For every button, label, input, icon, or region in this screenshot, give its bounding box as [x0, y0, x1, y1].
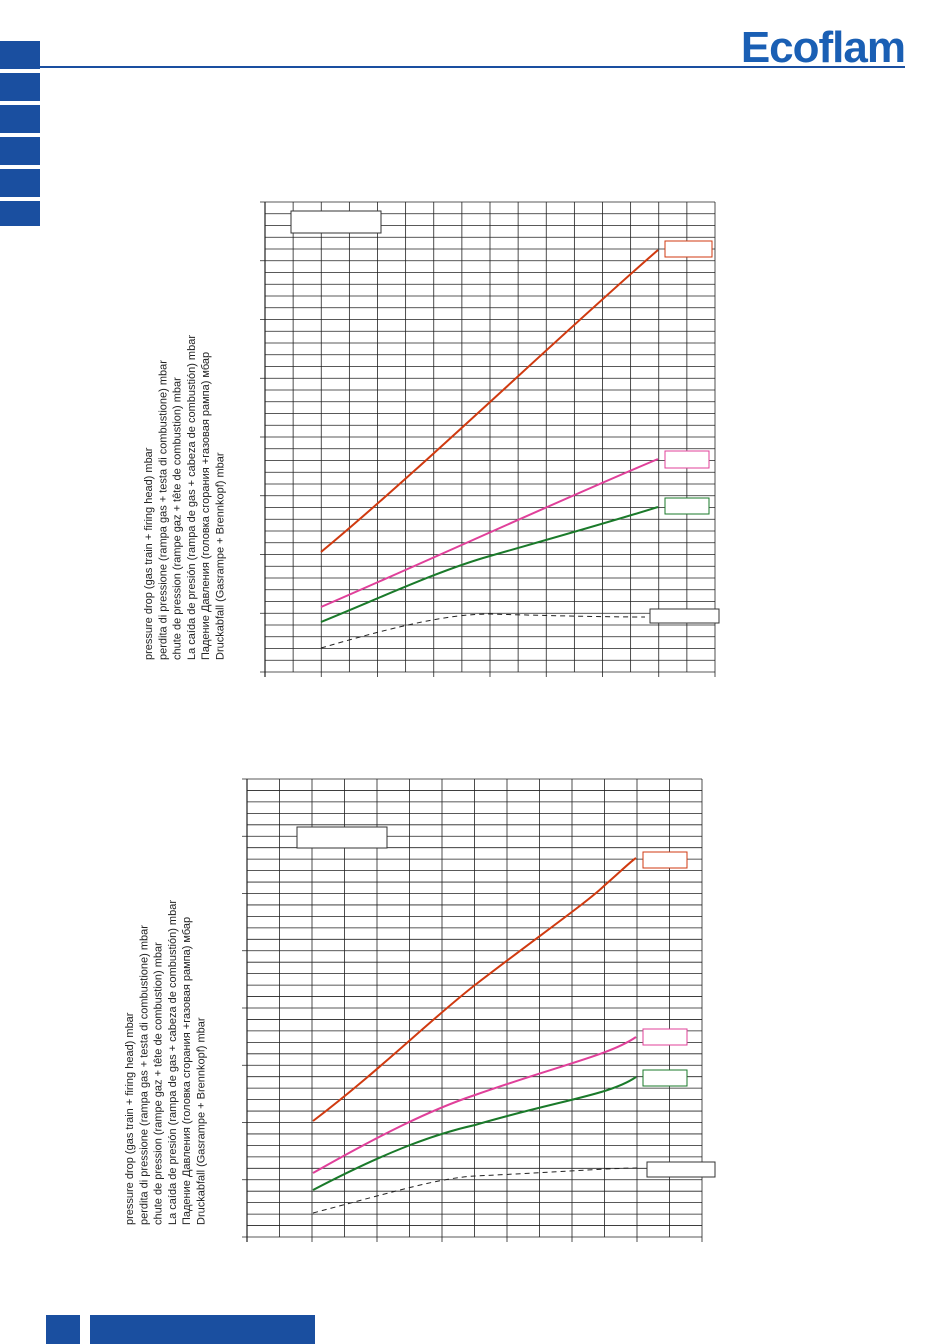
curve [320, 506, 659, 623]
axis-label: Druckabfall (Gasrampe + Brennkopf) mbar [196, 1017, 208, 1225]
label-box [642, 1028, 688, 1046]
label-box [664, 450, 710, 469]
axis-label: chute de pression (rampe gaz + tête de c… [172, 377, 184, 660]
chart: pressure drop (gas train + firing head) … [124, 778, 716, 1242]
curve [320, 458, 659, 608]
label-box [296, 826, 388, 849]
axis-label: perdita di pressione (rampa gas + testa … [138, 925, 150, 1225]
label-box [642, 851, 688, 869]
label-box [649, 608, 720, 624]
axis-label: Падение Давления (головка сгорания +газо… [181, 917, 193, 1225]
page-number-box [46, 1315, 80, 1344]
label-box [642, 1069, 688, 1087]
axis-label: La caída de presión (rampa de gas + cabe… [186, 335, 198, 660]
curve [312, 857, 637, 1122]
curve [312, 1036, 637, 1174]
logo: Ecoflam [741, 23, 905, 72]
footer-bar [90, 1315, 315, 1344]
axis-label: La caída de presión (rampa de gas + cabe… [167, 900, 179, 1225]
tab [0, 41, 40, 69]
label-box [646, 1161, 716, 1178]
tab [0, 169, 40, 197]
axis-label: perdita di pressione (rampa gas + testa … [157, 360, 169, 660]
tab [0, 137, 40, 165]
axis-label: chute de pression (rampe gaz + tête de c… [153, 942, 165, 1225]
curve [320, 613, 646, 649]
label-box [290, 210, 382, 234]
tab [0, 73, 40, 101]
label-box [664, 497, 710, 515]
axis-label: Druckabfall (Gasrampe + Brennkopf) mbar [215, 452, 227, 660]
tab [0, 105, 40, 133]
side-tabs [0, 41, 40, 226]
tab [0, 201, 40, 226]
curve [312, 1167, 641, 1214]
axis-label: pressure drop (gas train + firing head) … [124, 1012, 136, 1225]
curve [320, 249, 659, 553]
axis-label: pressure drop (gas train + firing head) … [143, 447, 155, 660]
chart: pressure drop (gas train + firing head) … [143, 201, 720, 677]
curve [312, 1076, 637, 1191]
label-box [664, 240, 713, 258]
axis-label: Падение Давления (головка сгорания +газо… [200, 352, 212, 660]
